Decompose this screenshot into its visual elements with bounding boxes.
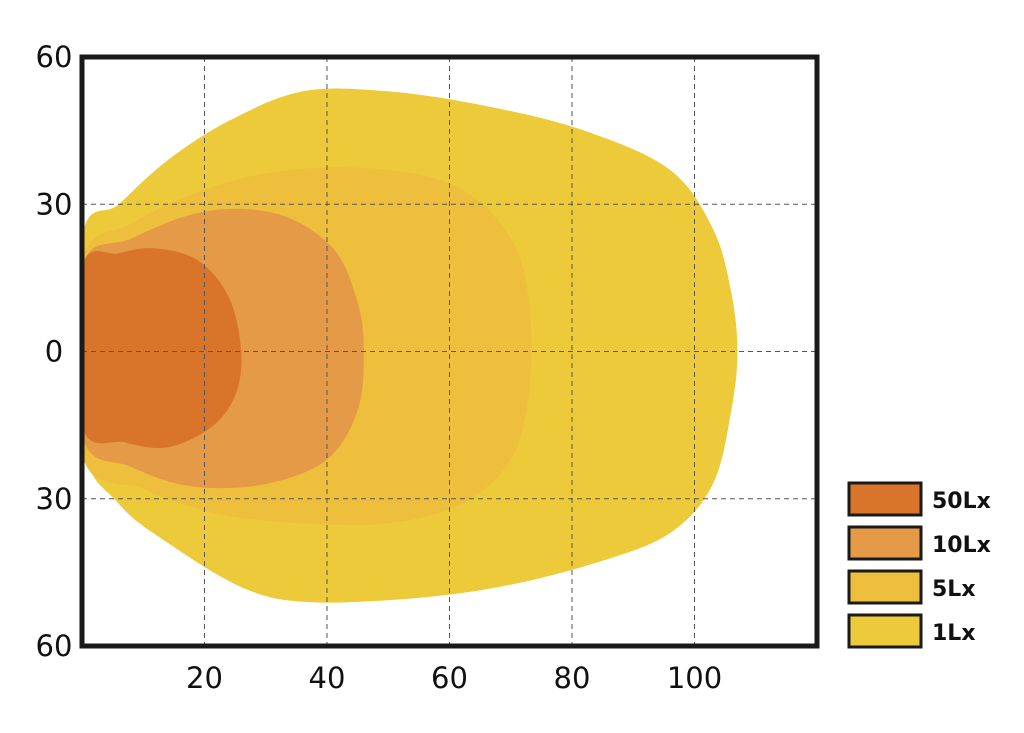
legend-swatch-50lx: [847, 481, 923, 517]
legend-label-5lx: 5Lx: [932, 577, 976, 602]
y-tick-label: 0: [45, 335, 63, 369]
x-tick-label: 100: [667, 661, 722, 695]
legend-label-1lx: 1Lx: [932, 621, 976, 646]
x-tick-label: 20: [186, 661, 223, 695]
legend-label-10lx: 10Lx: [932, 533, 991, 558]
plot-frame: [79, 54, 820, 649]
x-tick-label: 80: [554, 661, 591, 695]
y-tick-label: 60: [36, 40, 73, 74]
y-tick-label: 30: [36, 187, 73, 221]
legend-swatch-10lx: [847, 525, 923, 561]
legend-swatch-5lx: [847, 569, 923, 605]
legend-label-50lx: 50Lx: [932, 489, 991, 514]
lux-contour-areas: [82, 88, 738, 603]
y-tick-label: 60: [36, 629, 73, 663]
legend-swatch-1lx: [847, 613, 923, 649]
grid-lines: [82, 57, 817, 646]
legend: 50Lx 10Lx 5Lx 1Lx: [847, 481, 991, 649]
y-axis-tick-labels: 60 30 0 30 60: [36, 40, 73, 663]
x-axis-tick-labels: 20 40 60 80 100: [186, 661, 722, 695]
y-tick-label: 30: [36, 482, 73, 516]
area-50lx: [82, 248, 242, 449]
x-tick-label: 40: [309, 661, 346, 695]
x-tick-label: 60: [431, 661, 468, 695]
